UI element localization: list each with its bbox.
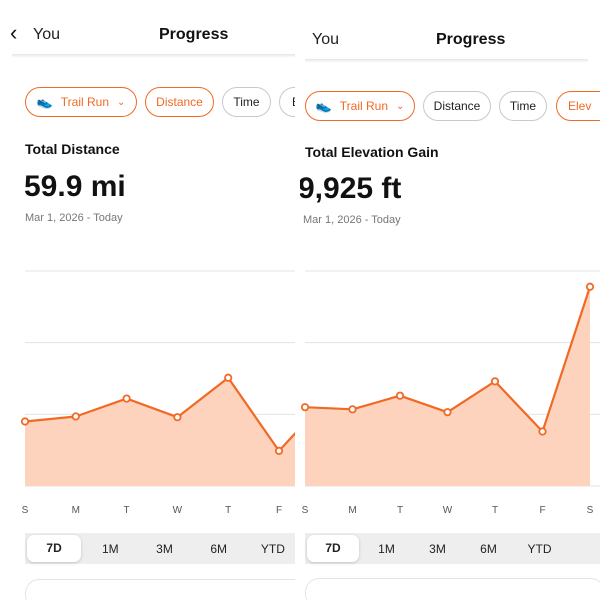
progress-screen-elevation: You Progress 👟 Trail Run ⌄ Distance Time… <box>300 0 600 600</box>
x-tick-label: T <box>225 505 232 516</box>
data-point <box>585 282 595 291</box>
x-tick-label: S <box>301 505 309 516</box>
elevation-chart <box>300 270 600 487</box>
date-range: Mar 1, 2026 - Today <box>25 212 123 224</box>
x-tick-label: T <box>123 505 130 516</box>
data-point <box>20 417 30 426</box>
back-button[interactable]: You <box>312 31 339 48</box>
period-6m[interactable]: 6M <box>210 541 228 556</box>
data-point <box>538 427 547 436</box>
data-point <box>443 408 452 417</box>
chevron-down-icon: ⌄ <box>396 100 405 112</box>
period-ytd[interactable]: YTD <box>527 541 552 556</box>
period-ytd[interactable]: YTD <box>260 541 285 556</box>
x-tick-label: S <box>586 505 594 516</box>
area-fill <box>305 286 590 486</box>
data-point <box>173 413 182 422</box>
x-tick-label: W <box>442 505 453 516</box>
shoe-icon: 👟 <box>36 94 53 109</box>
metric-label: Total Distance <box>25 141 120 157</box>
metric-value: 9,925 ft <box>300 172 402 205</box>
x-tick-label: W <box>172 505 183 516</box>
data-point <box>300 403 310 412</box>
chip-elevation[interactable]: Elev <box>556 91 600 121</box>
x-tick-label: F <box>539 505 546 516</box>
period-1m[interactable]: 1M <box>378 541 395 556</box>
x-tick-label: M <box>348 505 357 516</box>
date-range: Mar 1, 2026 - Today <box>303 214 401 226</box>
x-tick-label: S <box>21 505 29 516</box>
header-divider <box>305 59 588 63</box>
period-3m[interactable]: 3M <box>429 541 446 556</box>
distance-chart <box>20 270 295 487</box>
chip-distance[interactable]: Distance <box>423 91 491 121</box>
metric-value: 59.9 mi <box>24 170 126 203</box>
progress-screen-distance: ‹ You Progress 👟 Trail Run ⌄ Distance Ti… <box>0 0 295 600</box>
period-7d[interactable]: 7D <box>27 535 82 562</box>
chip-distance[interactable]: Distance <box>145 87 214 117</box>
data-point <box>348 405 357 414</box>
summary-card <box>25 579 295 600</box>
period-1m[interactable]: 1M <box>101 541 119 556</box>
shoe-icon: 👟 <box>315 98 332 113</box>
back-button[interactable]: You <box>33 26 60 43</box>
x-tick-label: F <box>275 505 283 516</box>
metric-label: Total Elevation Gain <box>305 144 439 160</box>
chip-time[interactable]: Time <box>499 91 547 121</box>
period-3m[interactable]: 3M <box>156 541 173 556</box>
period-selector: 7D 1M 3M 6M YTD <box>25 533 295 564</box>
x-tick-label: T <box>396 505 404 516</box>
sport-dropdown[interactable]: 👟 Trail Run ⌄ <box>305 91 415 121</box>
chip-time[interactable]: Time <box>222 87 271 117</box>
header-divider <box>12 54 295 58</box>
page-title: Progress <box>159 26 229 43</box>
chevron-down-icon: ⌄ <box>117 96 126 108</box>
period-7d[interactable]: 7D <box>307 535 359 562</box>
period-6m[interactable]: 6M <box>480 541 497 556</box>
data-point <box>490 377 500 386</box>
x-tick-label: T <box>491 505 499 516</box>
sport-dropdown[interactable]: 👟 Trail Run ⌄ <box>25 87 137 117</box>
data-point <box>71 412 80 421</box>
data-point <box>395 391 405 400</box>
page-title: Progress <box>436 31 506 48</box>
summary-card <box>305 578 600 600</box>
period-selector: 7D 1M 3M 6M YTD <box>305 533 600 564</box>
data-point <box>122 394 131 403</box>
area-fill <box>25 377 295 486</box>
back-chevron-icon[interactable]: ‹ <box>10 20 18 45</box>
data-point <box>224 373 233 382</box>
data-point <box>274 446 284 455</box>
x-tick-label: M <box>71 505 80 516</box>
